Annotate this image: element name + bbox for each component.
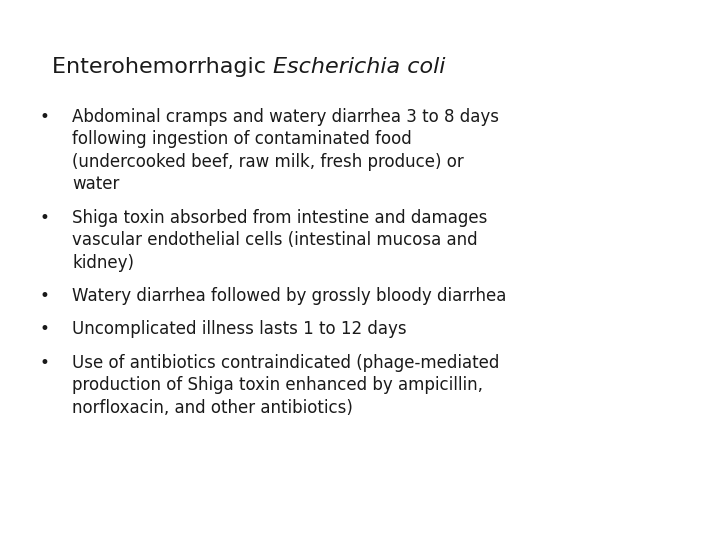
Text: •: • [40, 354, 50, 372]
Text: following ingestion of contaminated food: following ingestion of contaminated food [72, 130, 412, 148]
Text: Abdominal cramps and watery diarrhea 3 to 8 days: Abdominal cramps and watery diarrhea 3 t… [72, 108, 499, 126]
Text: vascular endothelial cells (intestinal mucosa and: vascular endothelial cells (intestinal m… [72, 231, 477, 249]
Text: (undercooked beef, raw milk, fresh produce) or: (undercooked beef, raw milk, fresh produ… [72, 153, 464, 171]
Text: kidney): kidney) [72, 254, 134, 272]
Text: Use of antibiotics contraindicated (phage-mediated: Use of antibiotics contraindicated (phag… [72, 354, 500, 372]
Text: norfloxacin, and other antibiotics): norfloxacin, and other antibiotics) [72, 399, 353, 417]
Text: Watery diarrhea followed by grossly bloody diarrhea: Watery diarrhea followed by grossly bloo… [72, 287, 506, 305]
Text: •: • [40, 209, 50, 227]
Text: Shiga toxin absorbed from intestine and damages: Shiga toxin absorbed from intestine and … [72, 209, 487, 227]
Text: •: • [40, 108, 50, 126]
Text: •: • [40, 287, 50, 305]
Text: Uncomplicated illness lasts 1 to 12 days: Uncomplicated illness lasts 1 to 12 days [72, 321, 407, 339]
Text: •: • [40, 321, 50, 339]
Text: production of Shiga toxin enhanced by ampicillin,: production of Shiga toxin enhanced by am… [72, 376, 483, 394]
Text: water: water [72, 175, 120, 193]
Text: Escherichia coli: Escherichia coli [273, 57, 446, 77]
Text: Enterohemorrhagic: Enterohemorrhagic [52, 57, 273, 77]
